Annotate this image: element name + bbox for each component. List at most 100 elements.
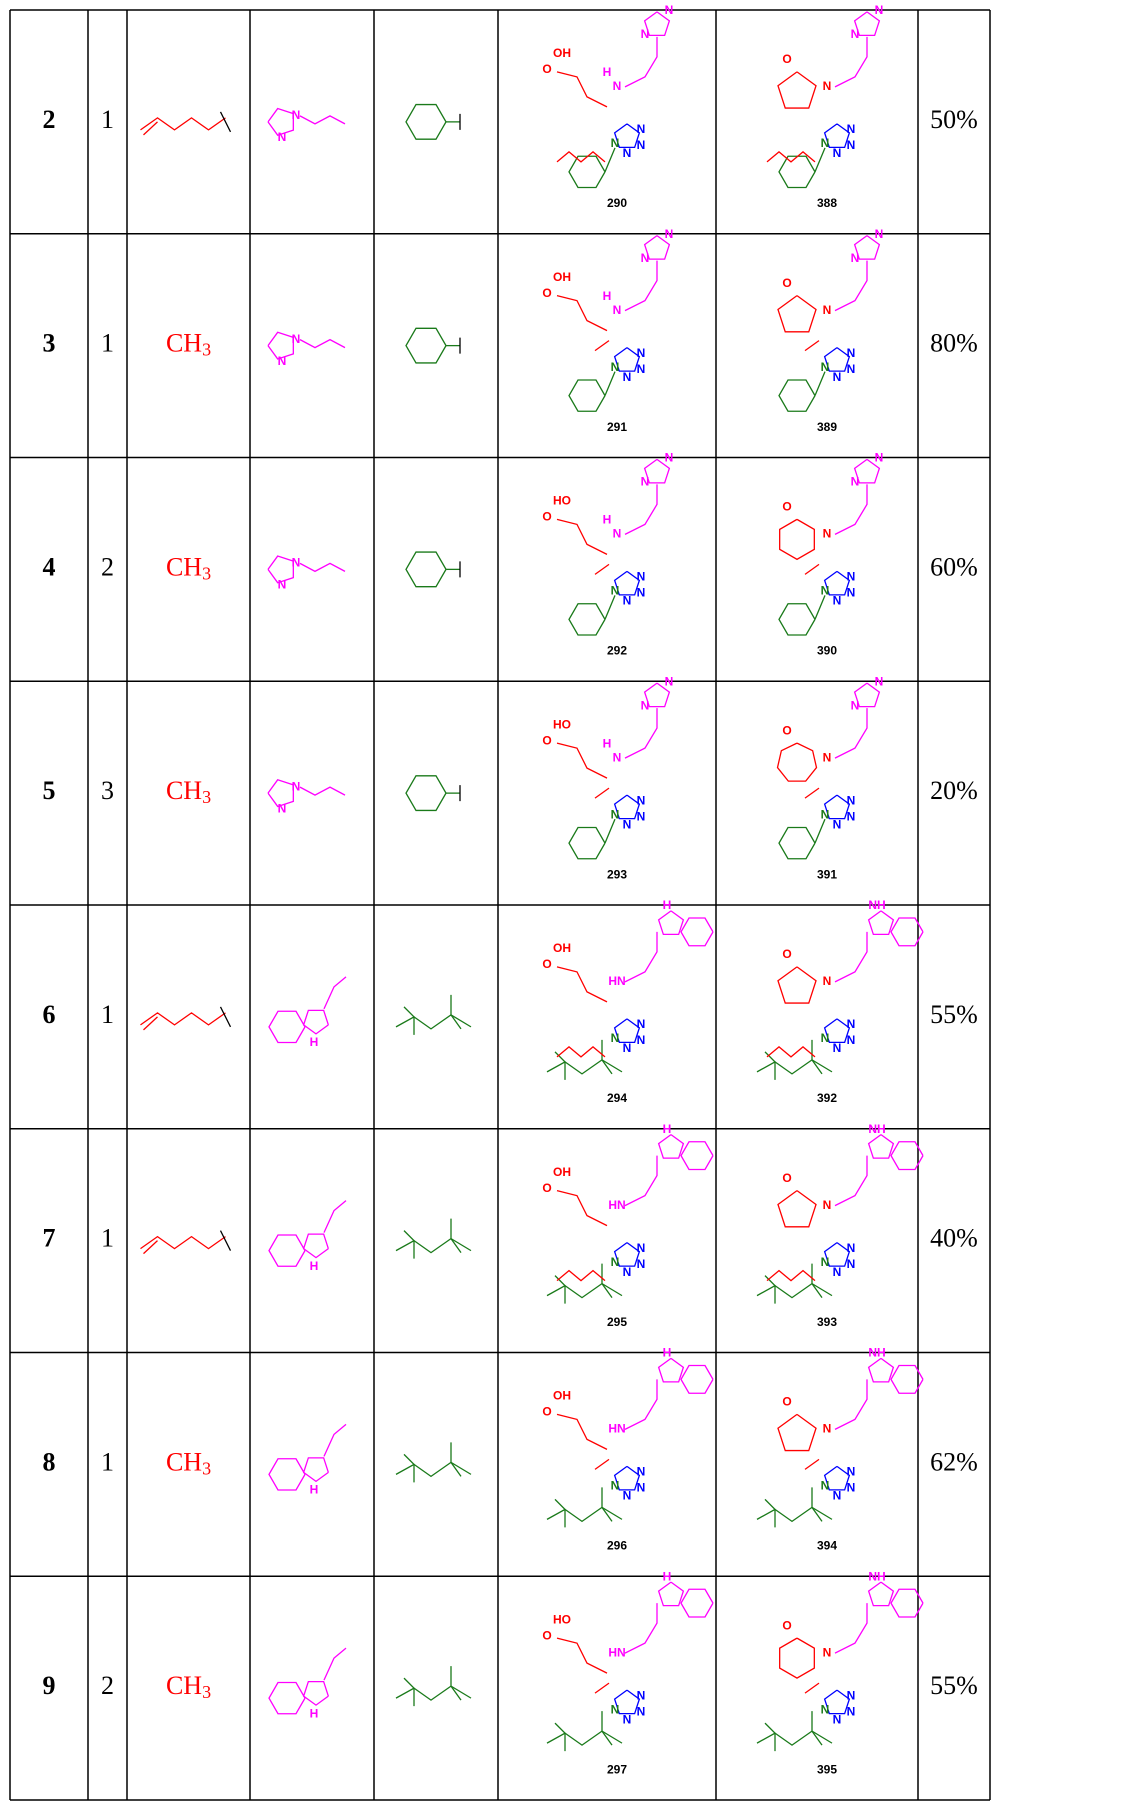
compound-number: 292 [607, 644, 627, 658]
ring [823, 1465, 851, 1491]
atom-label: N [833, 1712, 842, 1726]
bond [556, 151, 606, 163]
bond [403, 1677, 415, 1707]
bond [766, 151, 816, 163]
atom-label: N [847, 362, 856, 376]
bond [323, 976, 347, 1010]
atom-label: N [875, 3, 884, 17]
atom-label: N [823, 750, 832, 764]
atom-label: H [663, 1346, 672, 1360]
atom-label: N [847, 346, 856, 360]
atom-label: N [821, 807, 830, 821]
bond [624, 708, 658, 759]
n-value: 1 [101, 329, 114, 358]
r1-main: CH [166, 329, 202, 358]
atom-label: H [663, 1569, 672, 1583]
bond [601, 1039, 613, 1075]
atom-label: N [623, 1712, 632, 1726]
atom-label: N [623, 370, 632, 384]
bond [766, 1269, 816, 1282]
entry: 7 [43, 1224, 56, 1253]
bond [546, 1282, 623, 1299]
bond [604, 595, 616, 620]
ring [823, 1689, 851, 1715]
compound-number: 295 [607, 1315, 627, 1329]
yield: 40% [930, 1224, 978, 1253]
ring [568, 155, 606, 189]
ring [778, 379, 816, 412]
atom-label: N [637, 122, 646, 136]
atom-label: H [603, 289, 612, 303]
atom-label: N [847, 1688, 856, 1702]
atom-label: N [665, 227, 674, 241]
atom-label: H [603, 736, 612, 750]
r1-group: CH3 [166, 1447, 211, 1478]
ring [643, 458, 671, 484]
bond [546, 1059, 623, 1075]
n-value: 2 [101, 552, 114, 581]
bond [834, 260, 868, 312]
atom-label: NH [868, 1346, 885, 1360]
ring [405, 103, 447, 140]
ring [613, 794, 641, 820]
atom-label: N [637, 1465, 646, 1479]
entry: 9 [43, 1671, 56, 1700]
atom-label: N [637, 1241, 646, 1255]
atom-label: N [637, 362, 646, 376]
bond [834, 1155, 868, 1207]
atom-label: N [278, 801, 287, 815]
atom-label: N [833, 594, 842, 608]
bond [834, 708, 868, 759]
atom-label: NH [868, 898, 885, 912]
atom-label: N [637, 809, 646, 823]
atom-label: N [833, 370, 842, 384]
yield: 55% [930, 1000, 978, 1029]
atom-label: N [637, 1481, 646, 1495]
ring [853, 458, 881, 484]
ring [776, 742, 818, 782]
ring [778, 826, 816, 860]
yield: 20% [930, 776, 978, 805]
atom-label: N [292, 779, 301, 793]
atom-label: N [833, 1265, 842, 1279]
compound-number: 291 [607, 420, 627, 434]
ring [613, 1018, 641, 1044]
ring [268, 1681, 306, 1715]
atom-label: N [823, 974, 832, 988]
bond [299, 338, 346, 349]
ring [267, 779, 294, 808]
bond [554, 1498, 566, 1528]
ring [613, 570, 641, 596]
atom-label: O [542, 1628, 551, 1642]
atom-label: O [542, 1181, 551, 1195]
atom-label: N [823, 79, 832, 93]
atom-label: N [623, 1041, 632, 1055]
atom-label: N [847, 1481, 856, 1495]
bond [804, 563, 820, 575]
bond [604, 818, 616, 844]
bond [766, 1046, 816, 1058]
atom-label: N [847, 1241, 856, 1255]
atom-label: O [542, 957, 551, 971]
bond [764, 1722, 776, 1752]
atom-label: H [603, 65, 612, 79]
atom-label: O [782, 1171, 791, 1185]
atom-label: N [665, 3, 674, 17]
ring [823, 794, 851, 820]
bond [140, 1235, 226, 1250]
bond [143, 121, 158, 136]
atom-label: N [821, 136, 830, 150]
atom-label: HO [553, 717, 571, 731]
atom-label: N [637, 1033, 646, 1047]
cut-mark [219, 1230, 232, 1251]
bond [811, 1039, 823, 1075]
bond [395, 1014, 472, 1030]
ring [777, 71, 817, 109]
bond [624, 931, 658, 983]
atom-label: H [310, 1035, 319, 1049]
bond [756, 1059, 833, 1075]
ring [267, 555, 294, 584]
bond [834, 931, 868, 983]
n-value: 1 [101, 105, 114, 134]
atom-label: H [310, 1706, 319, 1720]
